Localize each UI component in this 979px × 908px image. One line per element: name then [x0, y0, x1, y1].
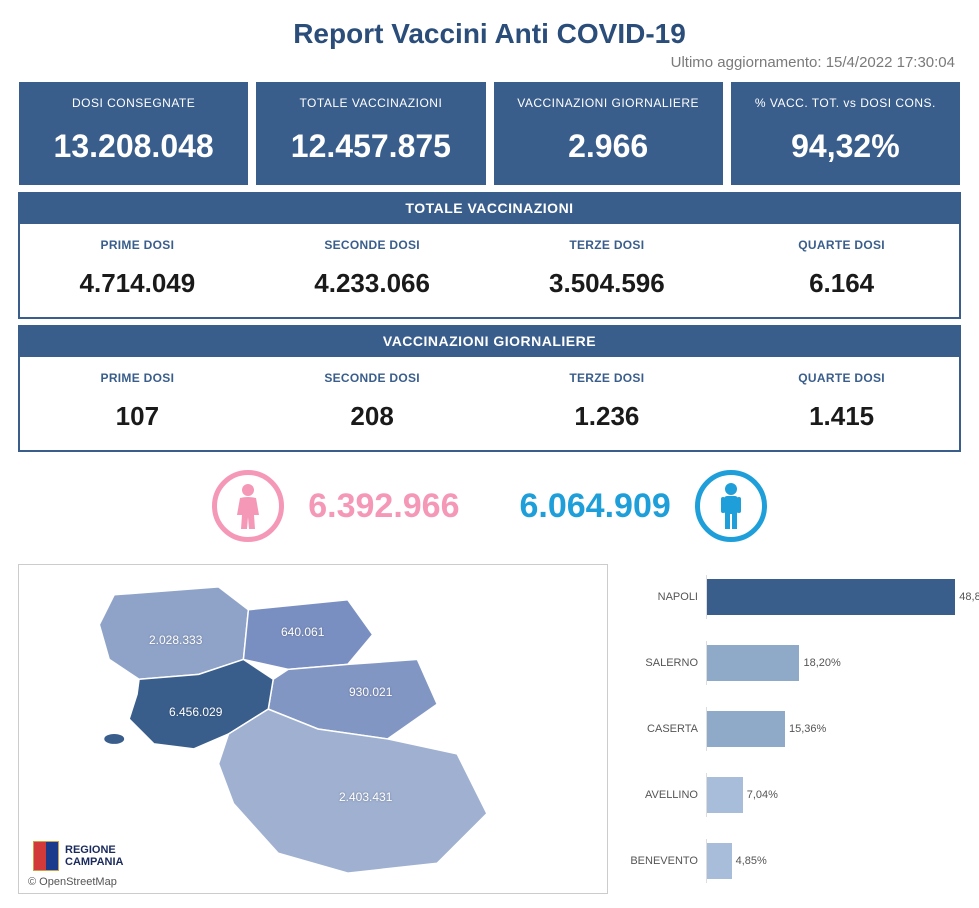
- metric-label: % VACC. TOT. vs DOSI CONS.: [739, 96, 952, 110]
- bar-label: AVELLINO: [624, 789, 706, 801]
- bar-track: 7,04%: [706, 773, 961, 817]
- metric-card: TOTALE VACCINAZIONI 12.457.875: [255, 81, 486, 186]
- page-title: Report Vaccini Anti COVID-19: [18, 18, 961, 50]
- male-icon: [695, 470, 767, 542]
- logo-text-1: REGIONE: [65, 844, 123, 856]
- regione-campania-logo: REGIONE CAMPANIA: [33, 841, 123, 871]
- metric-card: VACCINAZIONI GIORNALIERE 2.966: [493, 81, 724, 186]
- top-metrics-row: DOSI CONSEGNATE 13.208.048 TOTALE VACCINAZ…: [18, 81, 961, 186]
- logo-flag-icon: [33, 841, 59, 871]
- province-bars: NAPOLI48,88% SALERNO 18,20% CASERTA 15,36% AV…: [624, 564, 961, 898]
- last-update: Ultimo aggiornamento: 15/4/2022 17:30:04: [18, 54, 961, 71]
- gender-male-block: 6.064.909: [520, 470, 767, 542]
- dose-cell: TERZE DOSI 1.236: [490, 357, 725, 450]
- dose-value: 107: [24, 401, 251, 432]
- map-region-label: 2.403.431: [339, 790, 392, 804]
- gender-row: 6.392.966 6.064.909: [18, 452, 961, 564]
- bar-track: 48,88%: [706, 575, 961, 619]
- map-region-label: 2.028.333: [149, 633, 202, 647]
- dose-cell: PRIME DOSI 4.714.049: [20, 224, 255, 317]
- bar-fill: [707, 579, 955, 615]
- dose-label: PRIME DOSI: [24, 371, 251, 385]
- metric-card: % VACC. TOT. vs DOSI CONS. 94,32%: [730, 81, 961, 186]
- map-region-label: 640.061: [281, 625, 324, 639]
- bar-pct: 15,36%: [789, 723, 826, 735]
- dose-value: 1.415: [728, 401, 955, 432]
- bar-fill: [707, 843, 732, 879]
- metric-label: TOTALE VACCINAZIONI: [264, 96, 477, 110]
- logo-text-2: CAMPANIA: [65, 856, 123, 868]
- bar-pct: 7,04%: [747, 789, 778, 801]
- dose-value: 208: [259, 401, 486, 432]
- metric-label: VACCINAZIONI GIORNALIERE: [502, 96, 715, 110]
- dose-cell: QUARTE DOSI 6.164: [724, 224, 959, 317]
- dose-value: 3.504.596: [494, 268, 721, 299]
- bar-label: CASERTA: [624, 723, 706, 735]
- bar-row: CASERTA 15,36%: [624, 700, 961, 758]
- dose-label: SECONDE DOSI: [259, 238, 486, 252]
- last-update-value: 15/4/2022 17:30:04: [826, 54, 955, 71]
- dose-cell: SECONDE DOSI 4.233.066: [255, 224, 490, 317]
- bar-row: NAPOLI48,88%: [624, 568, 961, 626]
- bar-fill: [707, 645, 799, 681]
- bar-row: SALERNO 18,20%: [624, 634, 961, 692]
- totale-header: TOTALE VACCINAZIONI: [18, 192, 961, 224]
- dose-label: QUARTE DOSI: [728, 371, 955, 385]
- dose-cell: PRIME DOSI 107: [20, 357, 255, 450]
- giornaliere-header: VACCINAZIONI GIORNALIERE: [18, 325, 961, 357]
- bar-pct: 48,88%: [959, 591, 979, 603]
- dose-value: 1.236: [494, 401, 721, 432]
- map-region-label: 6.456.029: [169, 705, 222, 719]
- map-region-label: 930.021: [349, 685, 392, 699]
- metric-value: 13.208.048: [27, 128, 240, 165]
- bar-pct: 4,85%: [736, 855, 767, 867]
- metric-label: DOSI CONSEGNATE: [27, 96, 240, 110]
- metric-card: DOSI CONSEGNATE 13.208.048: [18, 81, 249, 186]
- dose-label: PRIME DOSI: [24, 238, 251, 252]
- bar-track: 18,20%: [706, 641, 961, 685]
- totale-row: PRIME DOSI 4.714.049 SECONDE DOSI 4.233.066…: [18, 224, 961, 319]
- gender-female-block: 6.392.966: [212, 470, 459, 542]
- dose-cell: SECONDE DOSI 208: [255, 357, 490, 450]
- dose-label: TERZE DOSI: [494, 371, 721, 385]
- male-value: 6.064.909: [520, 487, 671, 526]
- last-update-label: Ultimo aggiornamento:: [671, 54, 822, 71]
- map-island: [104, 734, 124, 744]
- bar-row: BENEVENTO 4,85%: [624, 832, 961, 890]
- bar-fill: [707, 711, 785, 747]
- female-value: 6.392.966: [308, 487, 459, 526]
- bottom-row: 2.028.333 640.061 930.021 6.456.029 2.403.43…: [18, 564, 961, 898]
- bar-fill: [707, 777, 743, 813]
- map-credit: © OpenStreetMap: [25, 875, 120, 889]
- metric-value: 12.457.875: [264, 128, 477, 165]
- metric-value: 2.966: [502, 128, 715, 165]
- dose-value: 4.714.049: [24, 268, 251, 299]
- dose-label: TERZE DOSI: [494, 238, 721, 252]
- dose-cell: QUARTE DOSI 1.415: [724, 357, 959, 450]
- metric-value: 94,32%: [739, 128, 952, 165]
- bar-pct: 18,20%: [803, 657, 840, 669]
- dose-cell: TERZE DOSI 3.504.596: [490, 224, 725, 317]
- female-icon: [212, 470, 284, 542]
- bar-track: 15,36%: [706, 707, 961, 751]
- dose-value: 4.233.066: [259, 268, 486, 299]
- dose-label: QUARTE DOSI: [728, 238, 955, 252]
- bar-row: AVELLINO 7,04%: [624, 766, 961, 824]
- bar-label: BENEVENTO: [624, 855, 706, 867]
- map-container: 2.028.333 640.061 930.021 6.456.029 2.403.43…: [18, 564, 608, 894]
- dose-value: 6.164: [728, 268, 955, 299]
- bar-label: SALERNO: [624, 657, 706, 669]
- bar-label: NAPOLI: [624, 591, 706, 603]
- dose-label: SECONDE DOSI: [259, 371, 486, 385]
- bar-track: 4,85%: [706, 839, 961, 883]
- giornaliere-row: PRIME DOSI 107 SECONDE DOSI 208 TERZE DOSI 1.…: [18, 357, 961, 452]
